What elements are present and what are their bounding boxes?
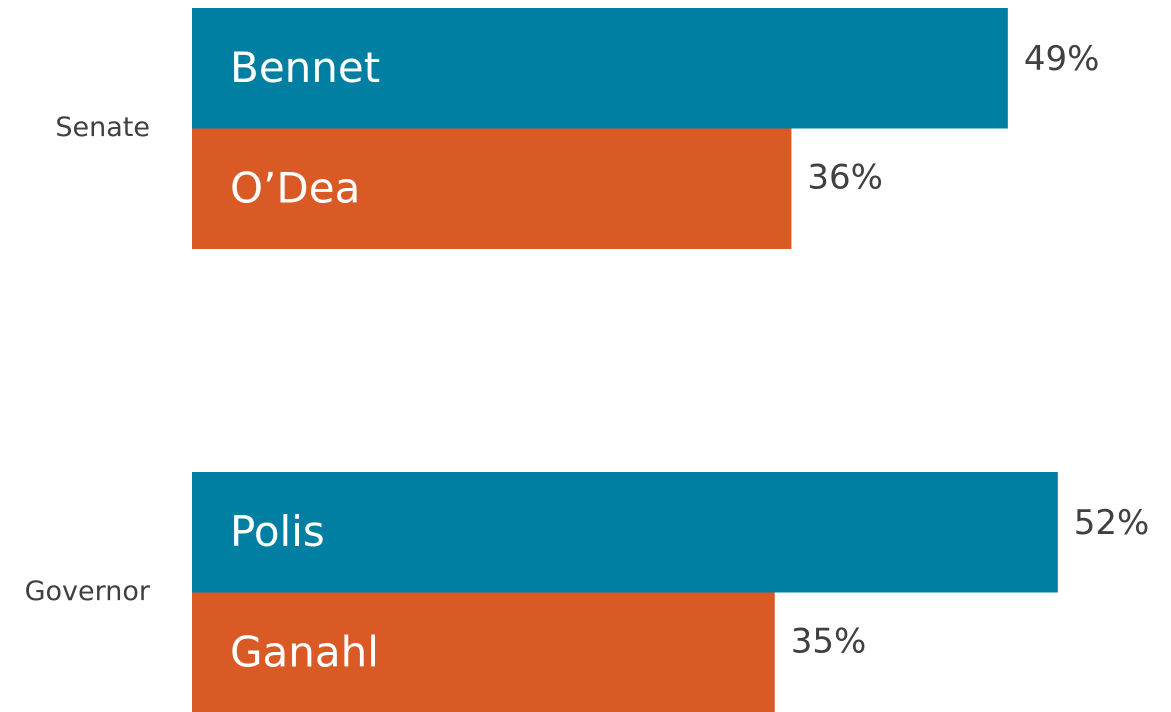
bar-name: Ganahl xyxy=(230,627,379,676)
bar xyxy=(192,472,1058,593)
bar-name: O’Dea xyxy=(230,163,360,212)
value-label: 36% xyxy=(807,157,883,197)
value-label: 52% xyxy=(1074,503,1150,543)
value-label: 35% xyxy=(791,621,867,661)
category-label: Governor xyxy=(25,576,151,607)
bar xyxy=(192,128,792,249)
category-label: Senate xyxy=(55,112,150,143)
value-label: 49% xyxy=(1024,39,1100,79)
bar xyxy=(192,592,775,712)
bar xyxy=(192,8,1008,129)
bar-name: Bennet xyxy=(230,43,380,92)
bar-name: Polis xyxy=(230,507,325,556)
